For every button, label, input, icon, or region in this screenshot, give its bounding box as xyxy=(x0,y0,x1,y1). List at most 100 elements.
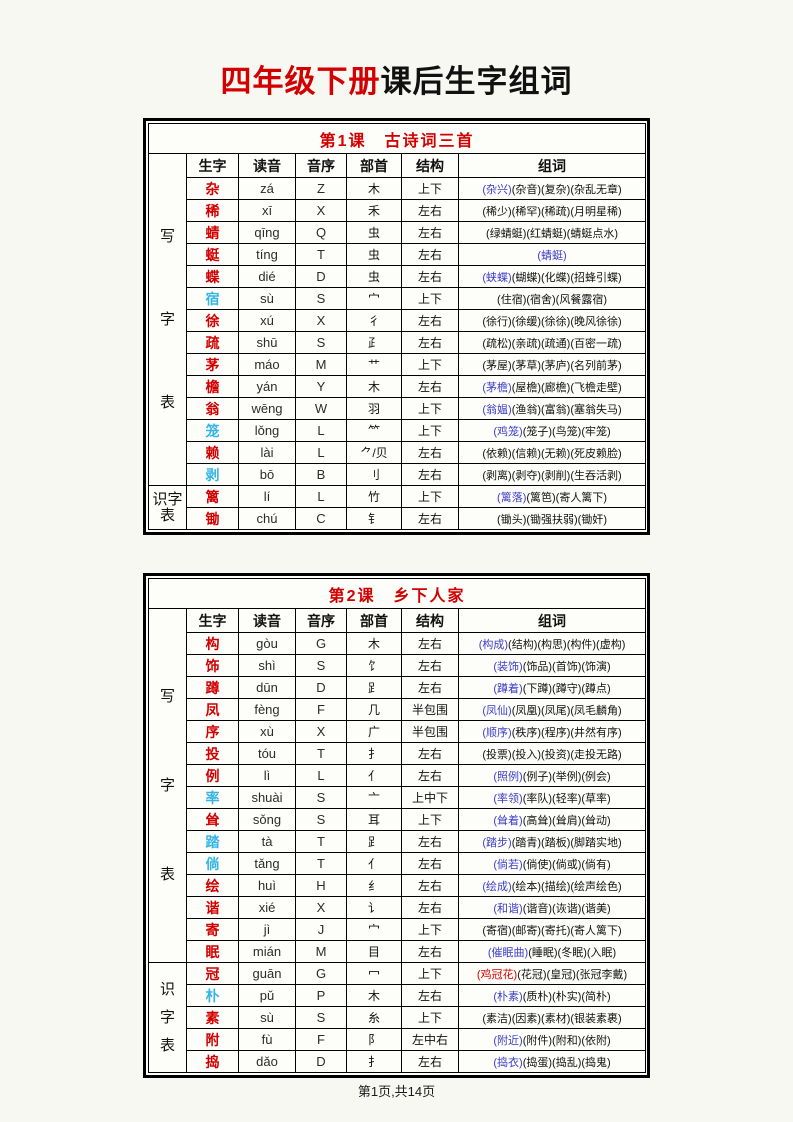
char-cell: 蝶 xyxy=(186,265,239,288)
char-cell: 率 xyxy=(186,786,239,809)
vocab-row: 倘 tǎng T 亻左右 (倘若)(倘使)(倘或)(倘有) xyxy=(149,852,647,875)
char-cell: 捣 xyxy=(186,1050,239,1073)
vocab-row: 识字表冠 guān G 冖上下 (鸡冠花)(花冠)(皇冠)(张冠李戴) xyxy=(148,962,647,1073)
initial-cell: S xyxy=(295,654,347,677)
col-header-char: 生字 xyxy=(186,608,239,633)
side-label-line: 字 xyxy=(159,311,175,328)
words-cell: (和谐)(谐音)(诙谐)(谐美) xyxy=(457,896,647,919)
highlighted-word: (踏步) xyxy=(482,836,512,849)
side-label-line: 表 xyxy=(159,394,175,412)
structure-cell: 左右 xyxy=(401,940,459,963)
words-cell: (附近)(附件)(附和)(依附) xyxy=(457,1028,647,1051)
vocab-row: 稀 xī X 禾左右 (稀少)(稀罕)(稀疏)(月明星稀) xyxy=(149,199,647,222)
pinyin-cell: dǎo xyxy=(238,1050,296,1073)
char-cell: 杂 xyxy=(186,177,239,200)
highlighted-word: (照例) xyxy=(493,770,523,783)
initial-cell: M xyxy=(295,353,347,376)
side-label-line: 识 xyxy=(159,980,175,998)
structure-cell: 左右 xyxy=(401,265,459,288)
other-words: (高耸)(耸肩)(耸动) xyxy=(522,814,611,827)
other-words: (投票)(投入)(投资)(走投无路) xyxy=(482,748,622,761)
radical-cell: 木 xyxy=(346,375,402,398)
char-cell: 疏 xyxy=(186,331,239,354)
pinyin-cell: fù xyxy=(238,1028,296,1051)
vocab-row: 序 xù X 广半包围 (顺序)(秩序)(程序)(井然有序) xyxy=(149,720,647,743)
side-label-line: 写 xyxy=(159,688,175,706)
initial-cell: Q xyxy=(295,221,347,244)
other-words: (蝴蝶)(化蝶)(招蜂引蝶) xyxy=(511,271,622,284)
col-header-structure: 结构 xyxy=(401,153,459,178)
table-body: 第2课 乡下人家写字表生字 读音 音序 部首 结构 组词构 gòu G 木左右 (构成)(结构)(… xyxy=(147,578,647,1073)
radical-cell: 亻 xyxy=(346,764,402,787)
pinyin-cell: sǒng xyxy=(238,808,296,831)
words-cell: (率领)(率队)(轻率)(草率) xyxy=(457,786,647,809)
col-header-structure: 结构 xyxy=(401,608,459,633)
initial-cell: H xyxy=(295,874,347,897)
vocab-row: 剥 bō B 刂左右 (剥离)(剥夺)(剥削)(生吞活剥) xyxy=(149,463,647,486)
structure-cell: 左右 xyxy=(401,463,459,486)
other-words: (倘使)(倘或)(倘有) xyxy=(522,858,611,871)
other-words: (素洁)(因素)(素材)(银装素裹) xyxy=(482,1012,622,1025)
vocab-row: 翁 wēng W 羽上下 (翁媪)(渔翁)(富翁)(塞翁失马) xyxy=(149,397,647,420)
vocab-row: 疏 shū S ⺪左右 (疏松)(亲疏)(疏通)(百密一疏) xyxy=(149,331,647,354)
vocab-row: 眠 mián M 目左右 (催眠曲)(睡眠)(冬眠)(入眠) xyxy=(149,940,647,963)
pinyin-cell: lài xyxy=(238,441,296,464)
vocab-row: 朴 pǔ P 木左右 (朴素)(质朴)(朴实)(简朴) xyxy=(149,984,647,1007)
vocab-row: 绘 huì H 纟左右 (绘成)(绘本)(描绘)(绘声绘色) xyxy=(149,874,647,897)
radical-cell: 纟 xyxy=(346,874,402,897)
other-words: (绿蜻蜓)(红蜻蜓)(蜻蜓点水) xyxy=(486,227,619,240)
pinyin-cell: tà xyxy=(238,830,296,853)
structure-cell: 左右 xyxy=(401,742,459,765)
col-header-pinyin: 读音 xyxy=(238,153,296,178)
pinyin-cell: xù xyxy=(238,720,296,743)
initial-cell: J xyxy=(295,918,347,941)
initial-cell: F xyxy=(295,1028,347,1051)
highlighted-word: (蹲着) xyxy=(493,682,523,695)
other-words: (秩序)(程序)(井然有序) xyxy=(511,726,622,739)
title-rest-part: 课后生字组词 xyxy=(380,64,573,99)
structure-cell: 上下 xyxy=(401,918,459,941)
words-cell: (构成)(结构)(构思)(构件)(虚构) xyxy=(457,632,647,655)
radical-cell: 阝 xyxy=(346,1028,402,1051)
char-cell: 耸 xyxy=(186,808,239,831)
pinyin-cell: lì xyxy=(238,764,296,787)
words-cell: (素洁)(因素)(素材)(银装素裹) xyxy=(457,1006,647,1029)
initial-cell: L xyxy=(295,485,347,508)
side-label-text: 写字表 xyxy=(150,161,186,479)
words-cell: (依赖)(信赖)(无赖)(死皮赖脸) xyxy=(457,441,647,464)
char-cell: 谐 xyxy=(186,896,239,919)
words-cell: (绿蜻蜓)(红蜻蜓)(蜻蜓点水) xyxy=(457,221,647,244)
highlighted-word: (杂兴) xyxy=(482,183,512,196)
radical-cell: 木 xyxy=(346,632,402,655)
other-words: (茅屋)(茅草)(茅庐)(名列前茅) xyxy=(482,359,622,372)
vocab-row: 茅 máo M 艹上下 (茅屋)(茅草)(茅庐)(名列前茅) xyxy=(149,353,647,376)
structure-cell: 上下 xyxy=(401,485,459,508)
side-label-text: 识字表 xyxy=(150,969,186,1067)
char-cell: 投 xyxy=(186,742,239,765)
words-cell: (耸着)(高耸)(耸肩)(耸动) xyxy=(457,808,647,831)
pinyin-cell: yán xyxy=(238,375,296,398)
char-cell: 蜓 xyxy=(186,243,239,266)
initial-cell: S xyxy=(295,331,347,354)
radical-cell: 目 xyxy=(346,940,402,963)
structure-cell: 上中下 xyxy=(401,786,459,809)
initial-cell: L xyxy=(295,441,347,464)
words-cell: (鸡笼)(笼子)(鸟笼)(牢笼) xyxy=(457,419,647,442)
side-label-line: 识字 xyxy=(152,491,183,509)
radical-cell: 羽 xyxy=(346,397,402,420)
highlighted-word: (茅檐) xyxy=(482,381,512,394)
table-title: 第1课 古诗词三首 xyxy=(147,123,647,154)
radical-cell: 糸 xyxy=(346,1006,402,1029)
char-cell: 例 xyxy=(186,764,239,787)
column-header-row: 写字表生字 读音 音序 部首 结构 组词 xyxy=(148,153,647,486)
side-label-text: 写字表 xyxy=(150,616,186,956)
vocab-row: 谐 xié X 讠左右 (和谐)(谐音)(诙谐)(谐美) xyxy=(149,896,647,919)
radical-cell: 木 xyxy=(346,177,402,200)
structure-cell: 上下 xyxy=(401,397,459,420)
pinyin-cell: guān xyxy=(238,962,296,985)
vocab-row: 饰 shì S 饣左右 (装饰)(饰品)(首饰)(饰演) xyxy=(149,654,647,677)
radical-cell: 讠 xyxy=(346,896,402,919)
char-cell: 绘 xyxy=(186,874,239,897)
pinyin-cell: pǔ xyxy=(238,984,296,1007)
